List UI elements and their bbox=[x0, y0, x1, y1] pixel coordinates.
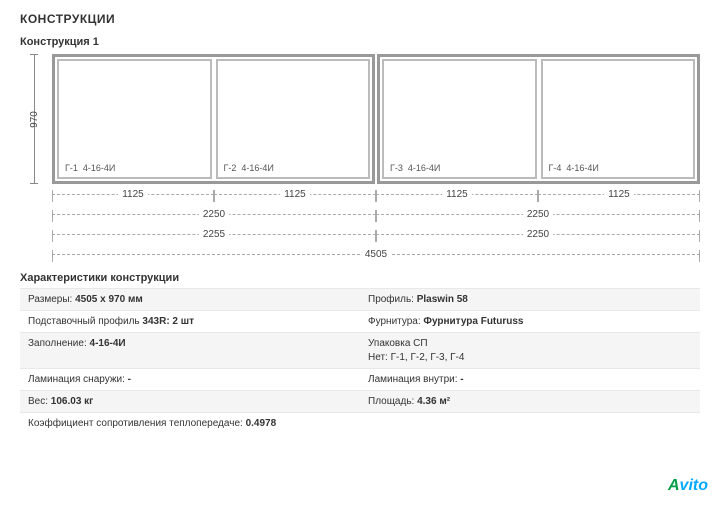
dimension-segment: 1125 bbox=[214, 184, 376, 204]
horizontal-dimensions: 112511251125112522502250225522504505 bbox=[52, 184, 700, 264]
dimension-segment: 1125 bbox=[376, 184, 538, 204]
characteristics-title: Характеристики конструкции bbox=[20, 272, 700, 284]
dimension-segment: 4505 bbox=[52, 244, 700, 264]
frame-right: Г-3 4-16-4И Г-4 4-16-4И bbox=[377, 54, 700, 184]
height-value: 970 bbox=[29, 111, 40, 128]
dimension-segment: 2250 bbox=[376, 204, 700, 224]
spec-row: Ламинация снаружи: -Ламинация внутри: - bbox=[20, 369, 700, 391]
pane: Г-3 4-16-4И bbox=[382, 59, 537, 179]
pane: Г-1 4-16-4И bbox=[57, 59, 212, 179]
spec-row: Вес: 106.03 кгПлощадь: 4.36 м² bbox=[20, 391, 700, 413]
dimension-segment: 2250 bbox=[376, 224, 700, 244]
frame-left: Г-1 4-16-4И Г-2 4-16-4И bbox=[52, 54, 375, 184]
dimension-segment: 2250 bbox=[52, 204, 376, 224]
dimension-segment: 1125 bbox=[52, 184, 214, 204]
spec-row: Размеры: 4505 x 970 ммПрофиль: Plaswin 5… bbox=[20, 289, 700, 311]
frames-container: Г-1 4-16-4И Г-2 4-16-4И Г-3 4-16-4И Г-4 … bbox=[52, 54, 700, 184]
spec-table: Размеры: 4505 x 970 ммПрофиль: Plaswin 5… bbox=[20, 288, 700, 434]
spec-row: Коэффициент сопротивления теплопередаче:… bbox=[20, 413, 700, 435]
construction-title: Конструкция 1 bbox=[20, 36, 700, 48]
vertical-dimension: 970 bbox=[20, 54, 48, 184]
spec-row: Подставочный профиль 343R: 2 штФурнитура… bbox=[20, 311, 700, 333]
pane: Г-2 4-16-4И bbox=[216, 59, 371, 179]
pane: Г-4 4-16-4И bbox=[541, 59, 696, 179]
watermark-logo: Avito bbox=[668, 477, 708, 495]
window-diagram: 970 Г-1 4-16-4И Г-2 4-16-4И Г-3 4-16-4И … bbox=[20, 54, 700, 264]
dimension-segment: 1125 bbox=[538, 184, 700, 204]
section-title: КОНСТРУКЦИИ bbox=[20, 12, 700, 26]
dimension-segment: 2255 bbox=[52, 224, 376, 244]
spec-row: Заполнение: 4-16-4ИУпаковка СПНет: Г-1, … bbox=[20, 333, 700, 369]
